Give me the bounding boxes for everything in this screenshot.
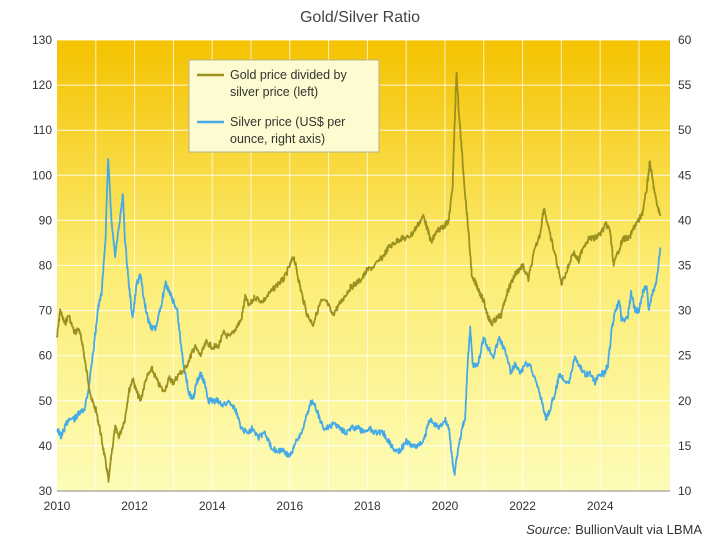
left-tick-label: 120 xyxy=(32,78,52,92)
x-tick-label: 2022 xyxy=(509,499,536,513)
x-axis-tick-labels: 2010 2012 2014 2016 2018 2020 2022 2024 xyxy=(44,499,614,513)
x-tick-label: 2020 xyxy=(432,499,459,513)
left-tick-label: 50 xyxy=(39,394,53,408)
left-axis-tick-labels: 30 40 50 60 70 80 90 100 110 120 130 xyxy=(32,33,52,498)
gold-silver-ratio-line xyxy=(56,71,662,483)
right-tick-label: 55 xyxy=(678,78,692,92)
right-tick-label: 40 xyxy=(678,213,692,227)
x-tick-label: 2016 xyxy=(276,499,303,513)
left-tick-label: 30 xyxy=(39,484,53,498)
right-tick-label: 30 xyxy=(678,304,692,318)
left-tick-label: 100 xyxy=(32,168,52,182)
right-tick-label: 15 xyxy=(678,439,692,453)
x-tick-label: 2010 xyxy=(44,499,71,513)
silver-price-line xyxy=(56,158,662,476)
source-label: Source: xyxy=(526,522,571,537)
x-tick-label: 2012 xyxy=(121,499,148,513)
left-tick-label: 70 xyxy=(39,304,53,318)
x-tick-label: 2018 xyxy=(354,499,381,513)
right-tick-label: 50 xyxy=(678,123,692,137)
right-tick-label: 35 xyxy=(678,259,692,273)
right-tick-label: 60 xyxy=(678,33,692,47)
source-note: Source: BullionVault via LBMA xyxy=(526,522,702,537)
left-tick-label: 110 xyxy=(33,123,52,137)
legend-entry-ratio-line2: silver price (left) xyxy=(230,85,318,99)
legend-entry-ratio-line1: Gold price divided by xyxy=(230,68,347,82)
left-tick-label: 60 xyxy=(39,349,53,363)
right-tick-label: 20 xyxy=(678,394,692,408)
chart-title: Gold/Silver Ratio xyxy=(300,9,420,26)
right-tick-label: 10 xyxy=(678,484,692,498)
right-tick-label: 25 xyxy=(678,349,692,363)
legend: Gold price divided by silver price (left… xyxy=(188,59,380,153)
source-value: BullionVault via LBMA xyxy=(575,522,702,537)
right-axis-tick-labels: 10 15 20 25 30 35 40 45 50 55 60 xyxy=(678,33,692,498)
left-tick-label: 90 xyxy=(39,213,53,227)
legend-entry-silver-line1: Silver price (US$ per xyxy=(230,115,345,129)
left-tick-label: 40 xyxy=(39,439,53,453)
right-tick-label: 45 xyxy=(678,168,692,182)
x-tick-label: 2024 xyxy=(587,499,614,513)
left-tick-label: 80 xyxy=(39,259,53,273)
legend-entry-silver-line2: ounce, right axis) xyxy=(230,132,325,146)
x-tick-label: 2014 xyxy=(199,499,226,513)
left-tick-label: 130 xyxy=(32,33,52,47)
